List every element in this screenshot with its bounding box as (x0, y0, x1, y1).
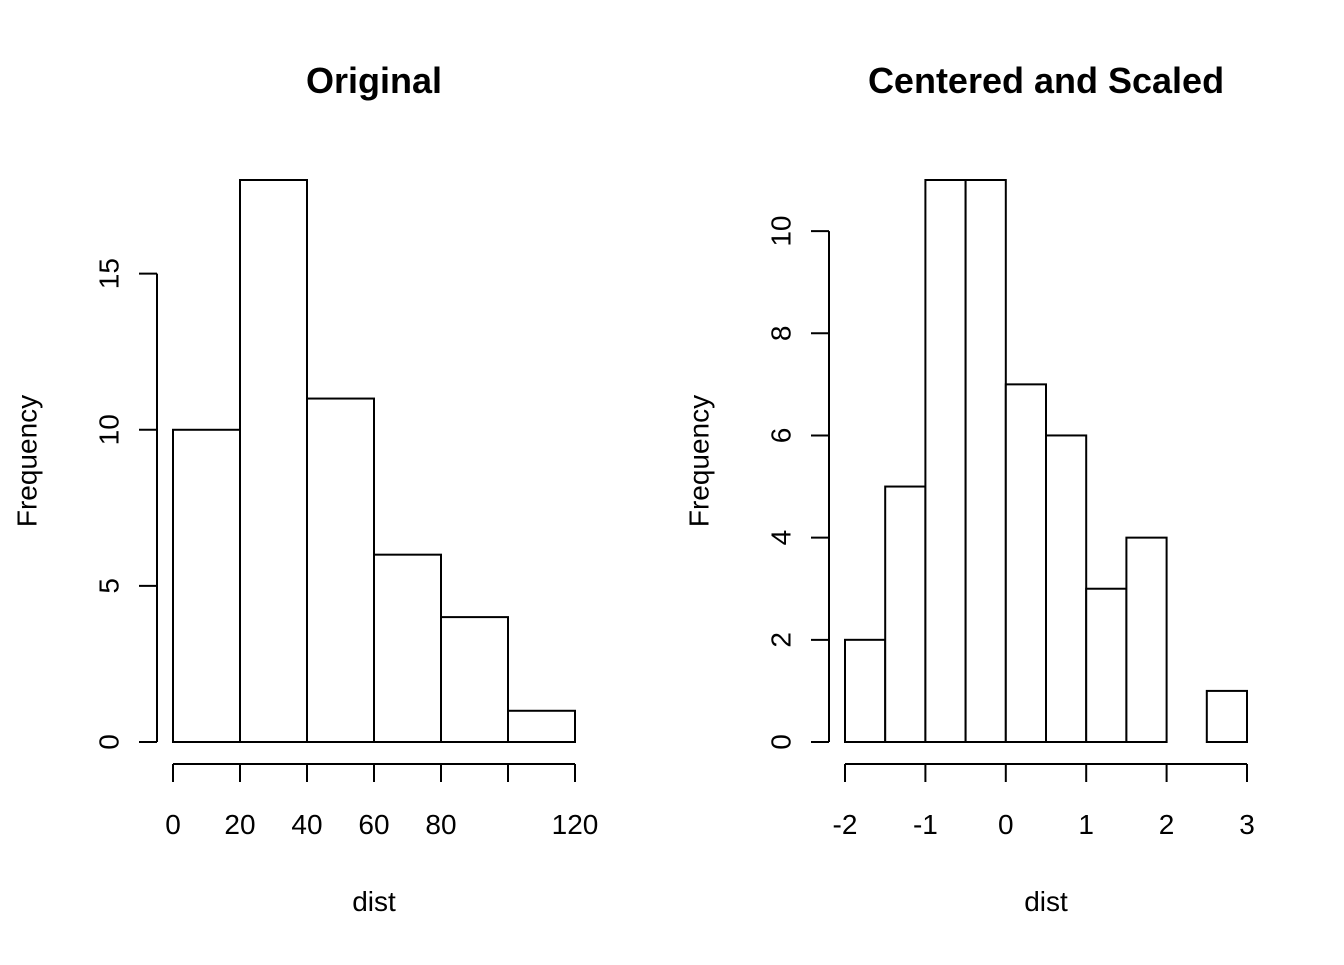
x-tick-label: 20 (224, 809, 255, 840)
histogram-bar (1004, 383, 1047, 743)
y-axis-label: Frequency (684, 395, 715, 527)
y-tick-label: 15 (94, 258, 125, 289)
x-tick-label: -1 (913, 809, 938, 840)
histogram-bar (924, 179, 967, 743)
x-tick-label: 2 (1159, 809, 1175, 840)
histogram-bar (884, 485, 927, 743)
chart-title: Original (306, 60, 442, 101)
chart-panel-original: Original 0 5 10 15 0 20 40 60 80 120 dist Frequency (12, 60, 599, 917)
y-tick-label: 5 (94, 578, 125, 594)
histogram-bar (373, 553, 442, 744)
y-tick-label: 4 (766, 530, 797, 546)
x-axis-label: dist (352, 886, 396, 917)
x-tick-label: 60 (358, 809, 389, 840)
histogram-bar (1085, 587, 1128, 744)
histogram-bar (1045, 434, 1088, 743)
y-tick-label: 0 (766, 734, 797, 750)
histogram-bar (1205, 689, 1249, 744)
y-tick-label: 10 (94, 414, 125, 445)
y-axis-label: Frequency (12, 395, 43, 527)
y-tick-label: 0 (94, 734, 125, 750)
y-tick-label: 8 (766, 325, 797, 341)
x-tick-label: 3 (1239, 809, 1255, 840)
x-axis-label: dist (1024, 886, 1068, 917)
x-tick-label: 120 (552, 809, 599, 840)
chart-panel-scaled: Centered and Scaled 0 2 4 6 8 10 -2 -1 0 1 2 3 dist Fr… (684, 60, 1255, 917)
x-tick-label: 0 (998, 809, 1014, 840)
y-tick-label: 2 (766, 632, 797, 648)
y-tick-label: 6 (766, 428, 797, 444)
x-tick-label: 0 (165, 809, 181, 840)
histogram-bar (507, 709, 576, 743)
histogram-bar (172, 428, 241, 743)
histogram-bar (1125, 536, 1168, 743)
y-tick-label: 10 (766, 216, 797, 247)
x-tick-label: -2 (833, 809, 858, 840)
chart-title: Centered and Scaled (868, 60, 1224, 101)
histogram-bar (306, 397, 375, 743)
x-tick-label: 80 (425, 809, 456, 840)
x-tick-label: 1 (1078, 809, 1094, 840)
x-tick-label: 40 (291, 809, 322, 840)
histogram-bar (239, 179, 308, 743)
histogram-bar (440, 616, 509, 743)
histogram-bar (964, 179, 1007, 743)
histogram-bar (844, 638, 887, 743)
